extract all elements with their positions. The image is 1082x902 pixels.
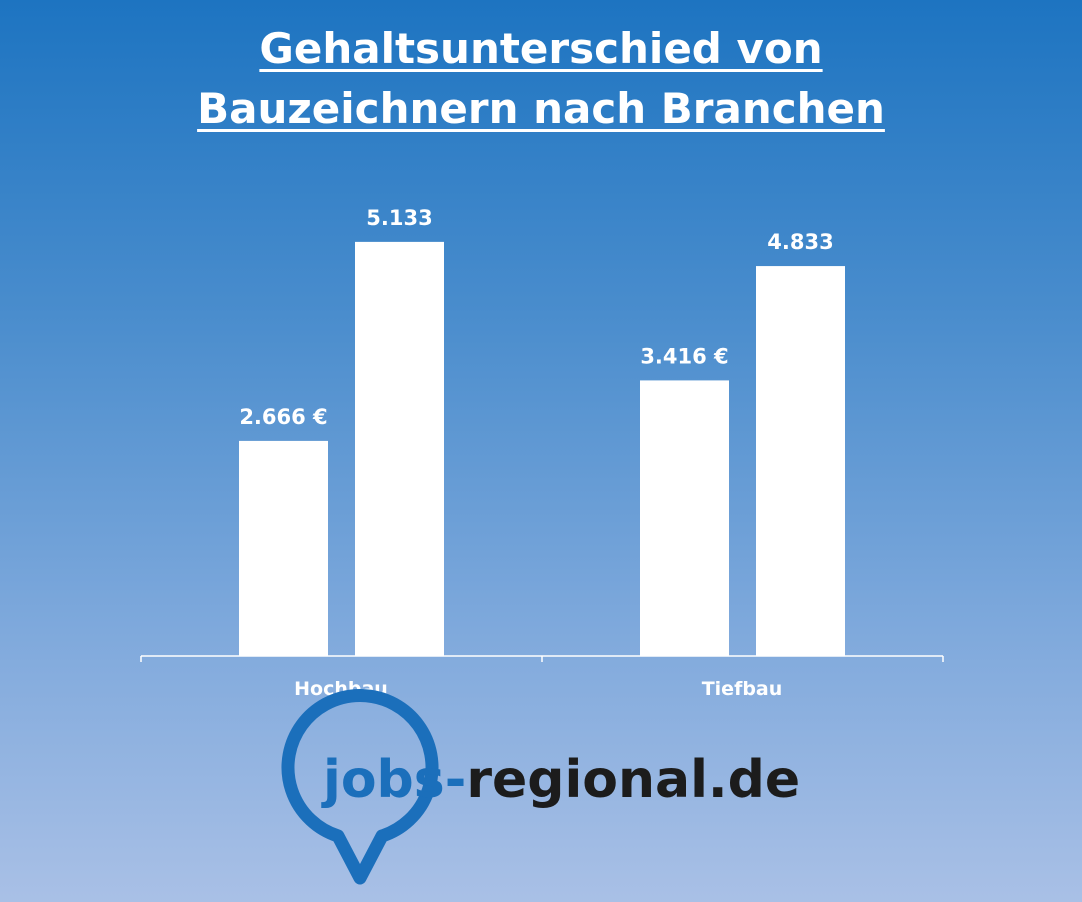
location-pin-icon (281, 688, 439, 885)
bar-tiefbau-1 (640, 380, 729, 656)
bar-hochbau-2 (355, 241, 444, 656)
category-label-tiefbau: Tiefbau (702, 678, 783, 700)
value-label-hochbau-2: 5.133 (366, 206, 432, 230)
svg-text:jobs-regional.de: jobs-regional.de (321, 750, 800, 810)
value-label-tiefbau-1: 3.416 € (640, 344, 728, 368)
chart-title-line-1: Gehaltsunterschied von (259, 24, 823, 73)
bar-tiefbau-2 (756, 266, 845, 656)
value-label-tiefbau-2: 4.833 (767, 230, 833, 254)
logo-text-regional: regional.de (466, 750, 800, 810)
bar-hochbau-1 (239, 440, 328, 656)
logo-text-jobs: jobs- (321, 750, 466, 810)
chart-title-line-2: Bauzeichnern nach Branchen (197, 84, 885, 133)
value-label-hochbau-1: 2.666 € (239, 405, 327, 429)
